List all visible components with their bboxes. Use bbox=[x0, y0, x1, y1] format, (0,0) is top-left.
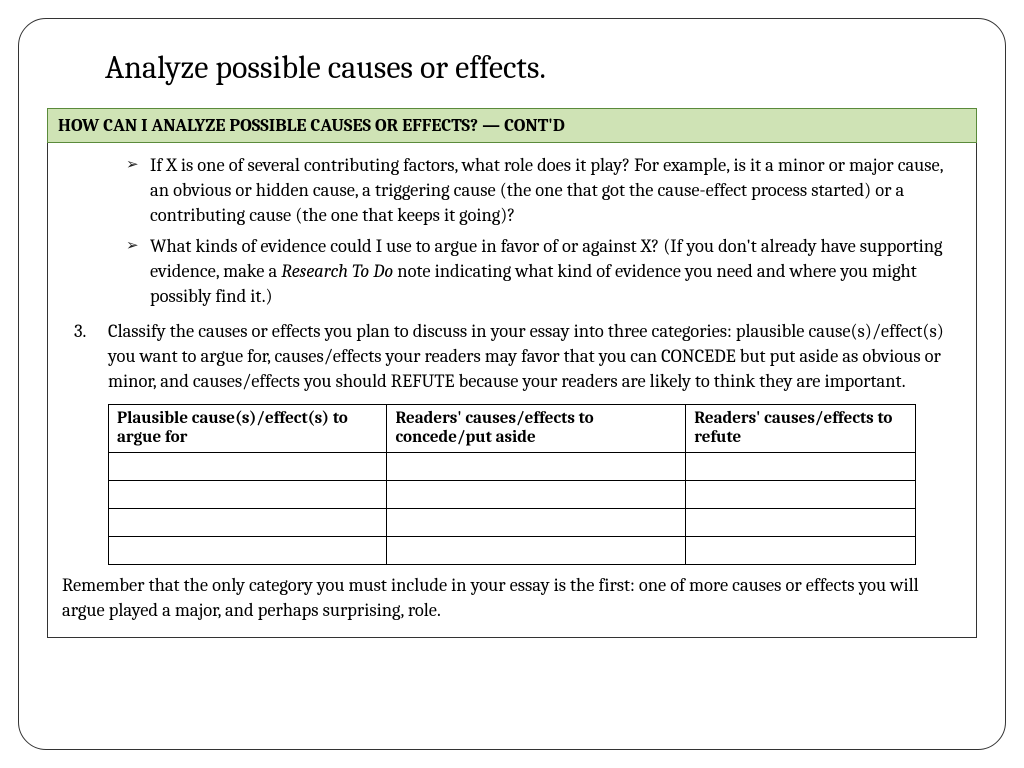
cell bbox=[109, 480, 387, 508]
footer-note: Remember that the only category you must… bbox=[62, 573, 962, 623]
bullet-item-1: If X is one of several contributing fact… bbox=[126, 153, 962, 228]
step-3-number: 3. bbox=[74, 319, 86, 344]
section-header: HOW CAN I ANALYZE POSSIBLE CAUSES OR EFF… bbox=[47, 108, 977, 143]
table-row bbox=[109, 480, 916, 508]
table-row bbox=[109, 452, 916, 480]
table-header-row: Plausible cause(s)/effect(s) to argue fo… bbox=[109, 404, 916, 452]
numbered-list: 3. Classify the causes or effects you pl… bbox=[62, 319, 962, 394]
page-title: Analyze possible causes or effects. bbox=[105, 49, 977, 86]
col-header-1: Plausible cause(s)/effect(s) to argue fo… bbox=[109, 404, 387, 452]
cell bbox=[387, 480, 686, 508]
content-box: If X is one of several contributing fact… bbox=[47, 143, 977, 638]
col-header-2: Readers' causes/effects to concede/put a… bbox=[387, 404, 686, 452]
step-3: 3. Classify the causes or effects you pl… bbox=[62, 319, 962, 394]
cell bbox=[387, 536, 686, 564]
cell bbox=[387, 452, 686, 480]
classification-table: Plausible cause(s)/effect(s) to argue fo… bbox=[108, 404, 916, 565]
table-row bbox=[109, 536, 916, 564]
table-row bbox=[109, 508, 916, 536]
bullet-2-italic: Research To Do bbox=[281, 260, 393, 282]
cell bbox=[109, 536, 387, 564]
step-3-text: Classify the causes or effects you plan … bbox=[108, 320, 944, 392]
cell bbox=[109, 452, 387, 480]
bullet-list: If X is one of several contributing fact… bbox=[62, 153, 962, 309]
cell bbox=[686, 480, 916, 508]
cell bbox=[387, 508, 686, 536]
slide-frame: Analyze possible causes or effects. HOW … bbox=[18, 18, 1006, 750]
cell bbox=[686, 536, 916, 564]
cell bbox=[686, 452, 916, 480]
col-header-3: Readers' causes/effects to refute bbox=[686, 404, 916, 452]
cell bbox=[109, 508, 387, 536]
bullet-item-2: What kinds of evidence could I use to ar… bbox=[126, 234, 962, 309]
cell bbox=[686, 508, 916, 536]
